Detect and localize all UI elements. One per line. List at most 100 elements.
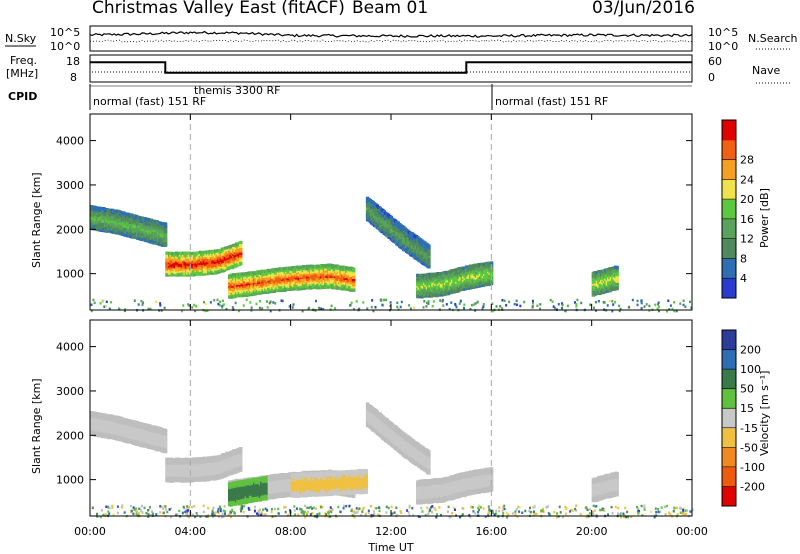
scatter-cell xyxy=(470,303,473,307)
scatter-cell xyxy=(249,301,252,304)
scatter-cell xyxy=(564,309,567,313)
scatter-cell xyxy=(163,224,168,228)
scatter-cell xyxy=(142,301,145,304)
scatter-cell xyxy=(595,309,597,312)
scatter-cell xyxy=(322,308,325,311)
scatter-cell xyxy=(448,307,451,311)
scatter-cell xyxy=(239,244,243,248)
scatter-cell xyxy=(606,304,609,307)
scatter-cell xyxy=(352,285,356,289)
scatter-cell xyxy=(515,303,518,306)
scatter-cell xyxy=(615,287,619,291)
scatter-cell xyxy=(389,301,392,304)
scatter-cell xyxy=(615,271,619,275)
scatter-cell xyxy=(370,305,373,309)
scatter-cell xyxy=(615,265,619,269)
scatter-cell xyxy=(163,306,166,310)
scatter-cell xyxy=(594,300,597,304)
scatter-cell xyxy=(281,299,284,303)
scatter-cell xyxy=(531,305,534,308)
scatter-cell xyxy=(654,303,657,307)
scatter-cell xyxy=(204,309,207,313)
scatter-cell xyxy=(684,305,687,308)
scatter-cell xyxy=(188,304,191,307)
scatter-cell xyxy=(515,299,518,303)
scatter-cell xyxy=(671,307,674,311)
scatter-cell xyxy=(382,210,386,214)
scatter-cell xyxy=(668,308,671,311)
noise-sky-label: N.Sky xyxy=(5,32,37,45)
frequency-panel: Freq. [MHz] 18 8 60 0 Nave xyxy=(6,54,790,84)
scatter-cell xyxy=(239,258,243,262)
scatter-cell xyxy=(501,299,504,302)
scatter-cell xyxy=(615,278,619,282)
scatter-cell xyxy=(203,300,205,304)
scatter-cell xyxy=(469,307,472,311)
scatter-cell xyxy=(481,307,484,310)
freq-left-tick-top: 18 xyxy=(66,55,80,68)
scatter-cell xyxy=(123,309,126,313)
freq-left-tick-bottom: 8 xyxy=(70,71,77,84)
scatter-cell xyxy=(245,298,248,301)
scatter-cell xyxy=(615,273,619,277)
scatter-cell xyxy=(109,301,112,304)
scatter-cell xyxy=(454,303,457,306)
scatter-cell xyxy=(657,301,660,304)
scatter-cell xyxy=(218,304,221,307)
scatter-cell xyxy=(489,261,494,265)
scatter-cell xyxy=(99,302,102,305)
scatter-cell xyxy=(458,302,461,305)
scatter-cell xyxy=(195,305,198,308)
scatter-cell xyxy=(618,309,621,313)
scatter-cell xyxy=(222,303,225,306)
noise-right-tick-bottom: 10^0 xyxy=(708,40,738,53)
scatter-cell xyxy=(163,233,168,237)
scatter-cell xyxy=(631,298,634,302)
velocity-scatter xyxy=(90,402,694,519)
scatter-cell xyxy=(439,299,442,302)
scatter-cell xyxy=(154,300,157,304)
scatter-cell xyxy=(597,300,600,303)
scatter-cell xyxy=(566,304,569,308)
scatter-cell xyxy=(489,271,494,275)
scatter-cell xyxy=(679,302,682,305)
scatter-cell xyxy=(400,300,403,304)
scatter-cell xyxy=(292,303,295,306)
scatter-cell xyxy=(140,299,143,303)
scatter-cell xyxy=(427,248,431,252)
scatter-cell xyxy=(320,307,323,311)
scatter-cell xyxy=(682,303,685,307)
scatter-cell xyxy=(658,309,660,313)
scatter-cell xyxy=(463,303,466,306)
scatter-cell xyxy=(431,304,434,308)
scatter-cell xyxy=(206,309,209,312)
scatter-cell xyxy=(352,307,355,311)
scatter-cell xyxy=(557,303,560,306)
scatter-cell xyxy=(191,306,194,309)
scatter-cell xyxy=(274,302,277,305)
noise-search-line xyxy=(89,39,693,43)
scatter-cell xyxy=(463,306,465,310)
date-label: 03/Jun/2016 xyxy=(592,0,695,18)
scatter-cell xyxy=(213,299,216,302)
scatter-cell xyxy=(539,303,542,306)
cpid-segment-1: normal (fast) 151 RF xyxy=(93,95,206,108)
scatter-cell xyxy=(666,310,668,313)
scatter-cell xyxy=(519,304,522,308)
scatter-cell xyxy=(371,299,374,302)
noise-panel: N.Sky 10^5 10^0 10^5 10^0 N.Search xyxy=(5,25,798,53)
scatter-cell xyxy=(523,300,526,304)
freq-label-1: Freq. xyxy=(10,54,37,67)
scatter-cell xyxy=(330,304,333,308)
scatter-cell xyxy=(423,300,426,303)
scatter-cell xyxy=(372,309,375,313)
scatter-cell xyxy=(427,300,430,303)
scatter-cell xyxy=(102,299,105,302)
cpid-segment-2: themis 3300 RF xyxy=(194,84,281,97)
scatter-cell xyxy=(618,304,621,308)
noise-left-tick-bottom: 10^0 xyxy=(50,40,80,53)
scatter-cell xyxy=(221,304,224,308)
scatter-cell xyxy=(352,278,356,282)
freq-label-2: [MHz] xyxy=(6,67,38,80)
